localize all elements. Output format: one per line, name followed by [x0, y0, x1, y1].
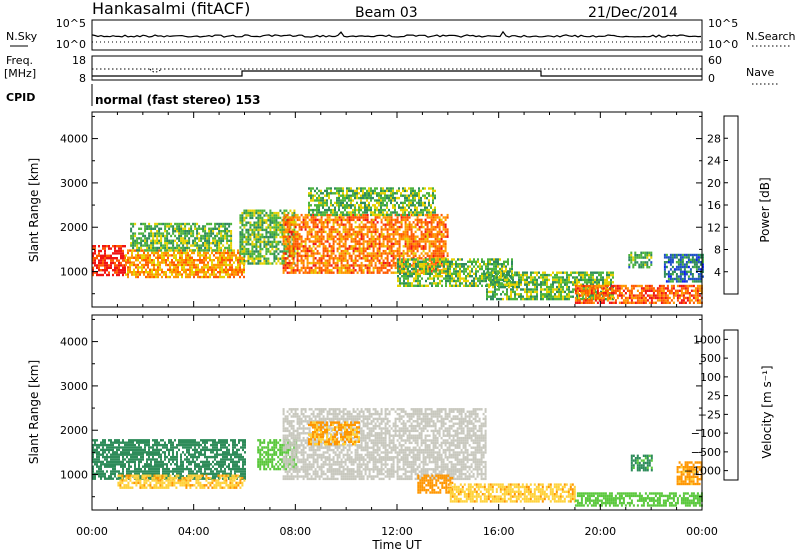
power-colorbar-label: Power [dB]	[758, 177, 772, 242]
y-tick-label-0: 1000	[60, 266, 88, 279]
power-colorbar: 4 8 12 16 20 24 28	[707, 115, 739, 295]
data-region-9	[628, 251, 653, 269]
date-title: 21/Dec/2014	[588, 5, 678, 21]
data-region-6	[397, 258, 513, 287]
data-region-0	[92, 245, 126, 277]
power-axes: 1000 2000 3000 4000	[60, 112, 703, 307]
data-region-1	[125, 249, 245, 279]
time-tick-label-5: 20:00	[584, 525, 616, 538]
colorbar-tick-6: −500	[691, 446, 721, 459]
noise-left-tick-bottom: 10^0	[56, 38, 86, 51]
colorbar-tick-1: 500	[700, 352, 721, 365]
y-tick-label-1: 2000	[60, 424, 88, 437]
freq-label-bottom: [MHz]	[4, 67, 36, 80]
noise-left-label: N.Sky	[6, 30, 38, 43]
time-tick-label-0: 00:00	[76, 525, 108, 538]
time-axis-label: Time UT	[371, 538, 422, 552]
data-region-8	[630, 454, 653, 472]
power-heatmap	[92, 187, 704, 304]
freq-left-tick-top: 18	[72, 54, 86, 67]
y-tick-label-0: 1000	[60, 469, 88, 482]
colorbar-tick-2: 12	[707, 221, 721, 234]
colorbar-tick-7: −1000	[684, 465, 721, 478]
colorbar-tick-3: 16	[707, 199, 721, 212]
y-tick-label-3: 4000	[60, 133, 88, 146]
freq-right-tick-bottom: 0	[708, 72, 715, 85]
data-region-3	[282, 408, 487, 481]
time-tick-label-1: 04:00	[178, 525, 210, 538]
data-region-10	[663, 253, 704, 283]
time-tick-label-6: 00:00	[686, 525, 718, 538]
colorbar-tick-4: −25	[698, 408, 721, 421]
cpid-label: CPID	[6, 91, 35, 104]
data-region-7	[486, 271, 614, 301]
data-region-9	[676, 461, 703, 486]
noise-sky-line	[91, 30, 702, 38]
data-region-8	[574, 284, 703, 304]
colorbar-tick-0: 1000	[693, 333, 721, 346]
freq-panel-frame	[91, 55, 703, 81]
colorbar-tick-5: 24	[707, 155, 721, 168]
time-tick-label-3: 12:00	[381, 525, 413, 538]
velocity-ylabel: Slant Range [km]	[27, 360, 41, 464]
velocity-heatmap	[92, 408, 703, 507]
noise-right-tick-top: 10^5	[708, 17, 738, 30]
time-tick-label-4: 16:00	[483, 525, 515, 538]
beam-title: Beam 03	[355, 5, 418, 21]
data-region-1	[117, 474, 246, 489]
nave-label: Nave	[746, 66, 774, 79]
freq-line	[92, 70, 702, 77]
data-region-0	[92, 439, 246, 480]
y-tick-label-2: 3000	[60, 380, 88, 393]
freq-left-tick-bottom: 8	[79, 72, 86, 85]
velocity-axes: 1000 2000 3000 4000	[60, 315, 703, 510]
data-region-4	[308, 421, 360, 446]
colorbar-tick-3: 25	[707, 390, 721, 403]
freq-label-top: Freq.	[6, 54, 33, 67]
data-region-5	[308, 187, 436, 217]
station-title: Hankasalmi (fitACF)	[92, 0, 250, 18]
noise-left-tick-top: 10^5	[56, 17, 86, 30]
velocity-colorbar: 1000 500 100 25 −25 −100 −500 −1000	[684, 329, 739, 481]
y-tick-label-3: 4000	[60, 336, 88, 349]
colorbar-tick-4: 20	[707, 177, 721, 190]
nave-dip	[149, 68, 163, 73]
noise-right-label: N.Search	[746, 30, 796, 43]
colorbar-tick-1: 8	[714, 244, 721, 257]
y-tick-label-1: 2000	[60, 221, 88, 234]
colorbar-frame	[723, 329, 739, 481]
noise-right-tick-bottom: 10^0	[708, 38, 738, 51]
time-axis: 00:00 04:00 08:00 12:00 16:00 20:00 00:00	[76, 525, 718, 538]
colorbar-tick-5: −100	[691, 427, 721, 440]
data-region-7	[574, 492, 703, 507]
velocity-colorbar-label: Velocity [m s⁻¹]	[760, 365, 774, 458]
power-ylabel: Slant Range [km]	[27, 158, 41, 262]
data-region-5	[417, 474, 454, 494]
colorbar-tick-6: 28	[707, 132, 721, 145]
y-tick-label-2: 3000	[60, 177, 88, 190]
freq-right-tick-top: 60	[708, 54, 722, 67]
data-region-2	[130, 222, 233, 252]
data-region-6	[447, 483, 576, 503]
colorbar-tick-2: 100	[700, 371, 721, 384]
time-tick-label-2: 08:00	[279, 525, 311, 538]
colorbar-tick-0: 4	[714, 266, 721, 279]
cpid-mode: normal (fast stereo) 153	[95, 93, 261, 107]
